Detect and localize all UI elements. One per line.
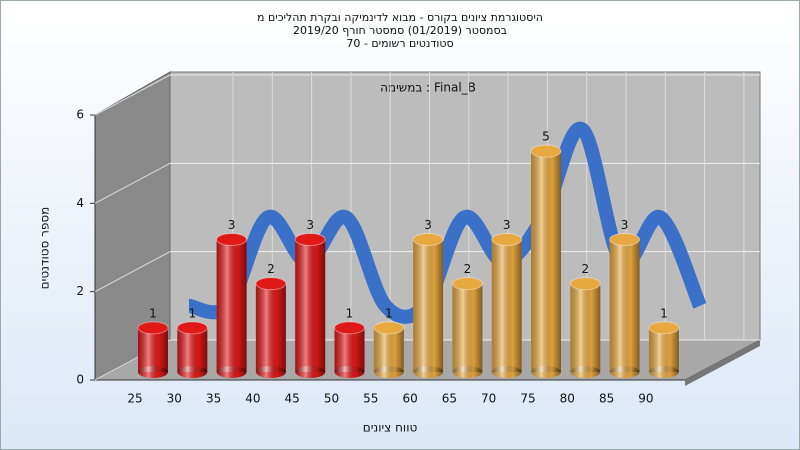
x-tick-label: 80	[560, 392, 575, 406]
value-label: 5	[542, 130, 550, 144]
bar	[373, 321, 405, 378]
value-label: 1	[188, 306, 196, 320]
x-tick-label: 85	[599, 392, 614, 406]
floor-edge	[685, 340, 760, 386]
y-tick-label: 4	[76, 196, 84, 210]
bar	[294, 233, 326, 378]
value-label: 2	[267, 262, 275, 276]
x-tick-label: 45	[285, 392, 300, 406]
x-tick-label: 65	[442, 392, 457, 406]
bar	[609, 233, 641, 378]
x-tick-label: 30	[167, 392, 182, 406]
x-tick-label: 70	[481, 392, 496, 406]
value-label: 3	[503, 218, 511, 232]
bar	[216, 233, 248, 378]
value-label: 3	[228, 218, 236, 232]
bar	[451, 277, 483, 378]
grid-line	[94, 74, 171, 116]
x-tick-label: 35	[206, 392, 221, 406]
value-label: 1	[660, 306, 668, 320]
y-axis-label: מספר סטודנטים	[38, 207, 52, 290]
value-label: 1	[346, 306, 354, 320]
grid-line	[94, 251, 171, 293]
chart-title: היסטוגרמת ציונים בקורס - מבוא לדינמיקה ו…	[257, 11, 543, 24]
annotation: במשימה : Final_B	[380, 81, 476, 95]
bar	[176, 321, 208, 378]
bar	[255, 277, 287, 378]
x-tick-label: 55	[363, 392, 378, 406]
x-tick-label: 90	[638, 392, 653, 406]
y-tick-label: 0	[76, 373, 84, 387]
value-label: 3	[424, 218, 432, 232]
x-tick-label: 25	[127, 392, 142, 406]
x-tick-label: 40	[245, 392, 260, 406]
x-tick-label: 75	[520, 392, 535, 406]
chart-title: בסמסטר (01/2019) סמסטר חורף 2019/20	[293, 24, 507, 37]
bar	[137, 321, 169, 378]
bar	[491, 233, 523, 378]
bar	[569, 277, 601, 378]
y-tick-label: 2	[76, 284, 84, 298]
value-label: 2	[464, 262, 472, 276]
bar	[412, 233, 444, 378]
bar	[648, 321, 680, 378]
value-label: 3	[306, 218, 314, 232]
x-axis-label: טווח ציונים	[363, 421, 418, 435]
value-label: 3	[621, 218, 629, 232]
y-tick-label: 6	[76, 108, 84, 122]
x-tick-label: 60	[402, 392, 417, 406]
x-tick-label: 50	[324, 392, 339, 406]
bar	[530, 144, 562, 378]
value-label: 1	[149, 306, 157, 320]
grid-line	[94, 162, 171, 204]
bar	[334, 321, 365, 378]
chart-title: סטודנטים רשומים - 70	[346, 37, 453, 50]
value-label: 2	[581, 262, 589, 276]
value-label: 1	[385, 306, 393, 320]
